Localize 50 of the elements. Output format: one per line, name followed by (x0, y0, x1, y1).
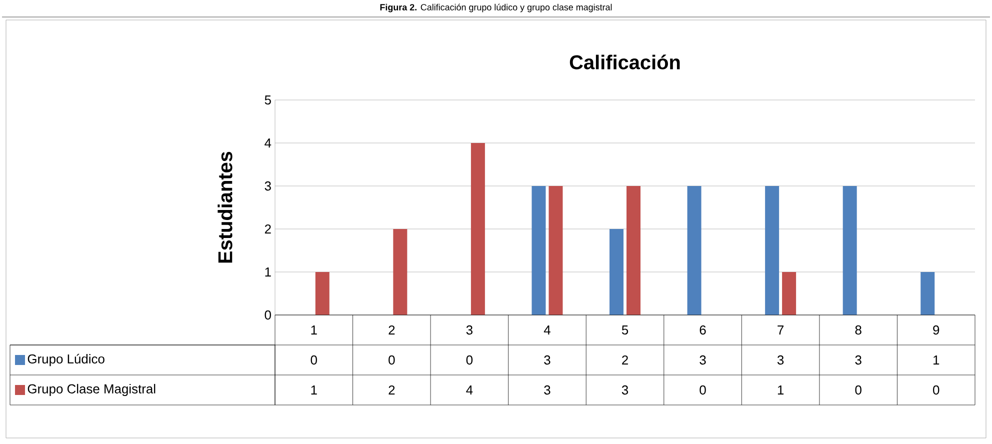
x-tick-label: 9 (933, 325, 940, 335)
y-tick-label: 2 (264, 224, 271, 234)
x-tick-label: 2 (388, 325, 395, 335)
x-tick-label: 4 (544, 326, 550, 334)
bar (610, 228, 624, 315)
legend-label: Grupo Lúdico (28, 354, 104, 366)
x-tick-label: 5 (622, 325, 628, 335)
legend-label: Grupo Clase Magistral (28, 384, 156, 396)
data-label: 0 (855, 385, 862, 395)
bar (393, 228, 408, 315)
bar (765, 186, 780, 315)
x-tick-label: 6 (700, 325, 706, 335)
data-label: 0 (933, 385, 940, 395)
data-label: 2 (388, 385, 395, 395)
x-tick-label: 7 (778, 326, 784, 334)
chart-title: Calificación (570, 54, 680, 70)
data-label: 3 (544, 385, 550, 395)
bar (842, 186, 857, 315)
bar (548, 186, 563, 315)
data-label: 0 (700, 385, 706, 395)
bar (782, 272, 796, 315)
data-label: 4 (466, 386, 473, 394)
bar (687, 186, 702, 315)
y-tick-label: 4 (264, 138, 272, 148)
data-label: 1 (933, 356, 940, 364)
data-label: 2 (622, 355, 628, 365)
x-tick-label: 8 (855, 325, 862, 335)
data-label: 0 (310, 355, 317, 365)
data-label: 3 (700, 355, 706, 365)
data-label: 1 (778, 386, 784, 394)
y-tick-label: 0 (264, 310, 271, 320)
y-tick-label: 3 (264, 181, 271, 191)
data-label: 3 (544, 355, 550, 365)
bar (315, 272, 330, 315)
x-tick-label: 3 (466, 325, 472, 335)
data-label: 0 (466, 355, 473, 365)
data-label: 3 (777, 355, 784, 365)
bar (626, 186, 641, 315)
y-axis-title: Estudiantes (218, 152, 232, 263)
y-tick-label: 5 (264, 95, 271, 104)
x-tick-label: 1 (311, 326, 317, 334)
text: Figura 2. Calificación grupo lúdico y grupo clase magistral (380, 4, 612, 12)
data-label: 0 (388, 355, 395, 365)
data-label: 3 (855, 355, 862, 365)
bar (920, 272, 935, 315)
data-label: 1 (311, 386, 317, 394)
bar (532, 186, 546, 315)
bar (470, 142, 485, 315)
y-tick-label: 1 (265, 268, 271, 276)
data-label: 3 (622, 385, 628, 395)
